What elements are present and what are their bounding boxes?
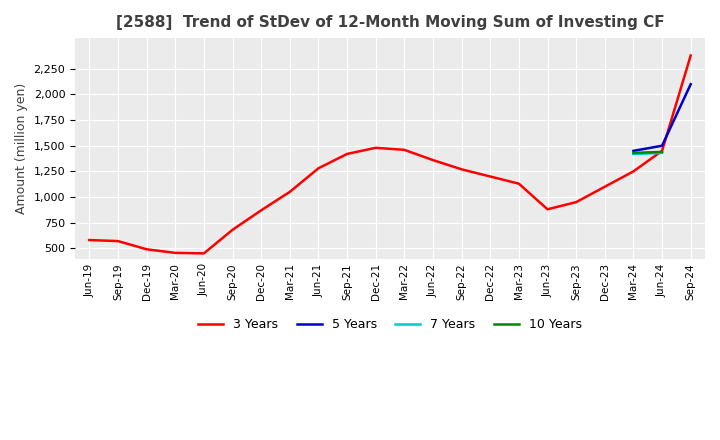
3 Years: [629, 169, 638, 174]
3 Years: [285, 189, 294, 194]
Line: 10 Years: 10 Years: [634, 152, 662, 153]
Title: [2588]  Trend of StDev of 12-Month Moving Sum of Investing CF: [2588] Trend of StDev of 12-Month Moving…: [116, 15, 665, 30]
3 Years: [257, 208, 266, 213]
3 Years: [314, 165, 323, 171]
Y-axis label: Amount (million yen): Amount (million yen): [15, 83, 28, 214]
3 Years: [543, 207, 552, 212]
3 Years: [658, 148, 667, 154]
3 Years: [486, 174, 495, 179]
3 Years: [515, 181, 523, 186]
3 Years: [457, 167, 466, 172]
7 Years: [629, 151, 638, 157]
3 Years: [600, 184, 609, 189]
3 Years: [572, 199, 580, 205]
Legend: 3 Years, 5 Years, 7 Years, 10 Years: 3 Years, 5 Years, 7 Years, 10 Years: [193, 313, 588, 336]
3 Years: [343, 151, 351, 157]
Line: 5 Years: 5 Years: [634, 84, 690, 151]
3 Years: [143, 247, 151, 252]
3 Years: [171, 250, 179, 256]
5 Years: [686, 81, 695, 87]
3 Years: [372, 145, 380, 150]
10 Years: [658, 149, 667, 154]
10 Years: [629, 150, 638, 156]
3 Years: [400, 147, 409, 153]
3 Years: [686, 53, 695, 58]
3 Years: [114, 238, 122, 244]
3 Years: [85, 238, 94, 243]
3 Years: [199, 251, 208, 256]
3 Years: [228, 227, 237, 232]
5 Years: [629, 148, 638, 154]
3 Years: [428, 158, 437, 163]
Line: 3 Years: 3 Years: [89, 55, 690, 253]
5 Years: [658, 143, 667, 148]
Line: 7 Years: 7 Years: [634, 153, 662, 154]
7 Years: [658, 150, 667, 156]
